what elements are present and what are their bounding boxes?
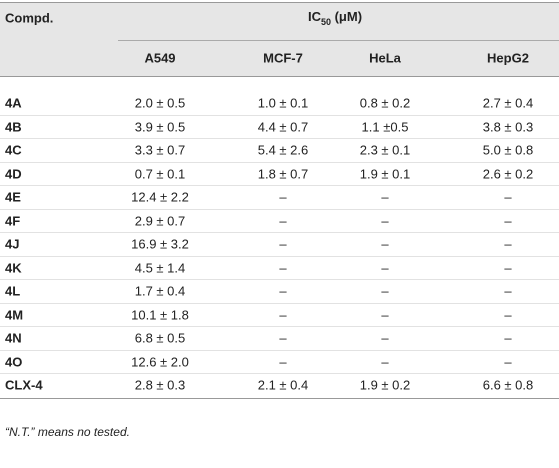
- ic50-value: 2.9 ± 0.7: [134, 213, 186, 228]
- ic50-value: –: [279, 213, 287, 228]
- row-separator: [0, 161, 559, 163]
- compound-name: 4J: [5, 236, 20, 252]
- ic50-value: 0.7 ± 0.1: [134, 166, 186, 181]
- group-rule: [118, 40, 559, 41]
- top-rule: [0, 2, 559, 3]
- ic50-value: –: [504, 260, 512, 275]
- group-sub: 50: [320, 16, 331, 27]
- compound-name: 4F: [5, 213, 21, 228]
- ic50-value: 1.8 ± 0.7: [257, 166, 309, 181]
- ic50-value: –: [381, 330, 389, 346]
- ic50-value: 2.0 ± 0.5: [134, 95, 186, 111]
- ic50-value: 1.1 ±0.5: [361, 119, 409, 134]
- compd-header: Compd.: [5, 10, 54, 26]
- ic50-value: 3.9 ± 0.5: [134, 119, 186, 134]
- compound-name: 4M: [5, 307, 24, 322]
- column-header: MCF-7: [263, 50, 303, 66]
- compound-name: 4N: [5, 330, 22, 346]
- ic50-value: 1.9 ± 0.1: [359, 166, 411, 181]
- ic50-value: –: [504, 236, 512, 252]
- ic50-value: 2.6 ± 0.2: [482, 166, 534, 181]
- ic50-value: –: [381, 307, 389, 322]
- row-separator: [0, 114, 559, 116]
- ic50-value: –: [279, 283, 287, 299]
- row-separator: [0, 185, 559, 187]
- row-separator: [0, 349, 559, 351]
- ic50-value: 4.5 ± 1.4: [134, 260, 186, 275]
- ic50-value: –: [504, 213, 512, 228]
- ic50-value: –: [279, 260, 287, 275]
- row-separator: [0, 255, 559, 257]
- ic50-value: –: [381, 213, 389, 228]
- row-separator: [0, 302, 559, 304]
- group-header: IC50 (μM): [308, 9, 362, 27]
- compound-name: 4K: [5, 260, 22, 275]
- ic50-value: –: [279, 189, 287, 205]
- ic50-value: 16.9 ± 3.2: [131, 236, 189, 252]
- compound-name: CLX-4: [5, 377, 43, 393]
- compound-name: 4B: [5, 119, 22, 134]
- ic50-value: –: [381, 236, 389, 252]
- row-separator: [0, 326, 559, 328]
- ic50-value: –: [504, 330, 512, 346]
- ic50-value: –: [504, 189, 512, 205]
- ic50-value: 2.1 ± 0.4: [257, 377, 309, 393]
- column-header: HeLa: [369, 50, 401, 66]
- ic50-value: –: [381, 354, 389, 369]
- ic50-value: 3.3 ± 0.7: [134, 142, 186, 158]
- ic50-value: 1.9 ± 0.2: [359, 377, 411, 393]
- header-background: [0, 2, 559, 76]
- ic50-value: 1.7 ± 0.4: [134, 283, 186, 299]
- row-separator: [0, 373, 559, 375]
- group-main: IC: [307, 9, 321, 25]
- ic50-value: 12.6 ± 2.0: [131, 354, 189, 369]
- ic50-value: 6.8 ± 0.5: [134, 330, 186, 346]
- ic50-value: 2.3 ± 0.1: [359, 142, 411, 158]
- compound-name: 4L: [5, 283, 21, 299]
- ic50-value: 1.0 ± 0.1: [257, 95, 309, 111]
- ic50-value: –: [279, 354, 287, 369]
- ic50-value: –: [381, 189, 389, 205]
- ic50-value: 12.4 ± 2.2: [131, 189, 189, 205]
- ic50-value: –: [504, 354, 512, 369]
- row-separator: [0, 232, 559, 234]
- column-header: A549: [144, 50, 176, 66]
- ic50-value: –: [279, 307, 287, 322]
- ic50-value: –: [381, 260, 389, 275]
- group-rest: (μM): [330, 9, 363, 25]
- compound-name: 4C: [5, 142, 22, 158]
- ic50-value: –: [279, 236, 287, 252]
- column-header: HepG2: [487, 50, 529, 66]
- row-separator: [0, 208, 559, 210]
- header-rule: [0, 76, 559, 77]
- compound-name: 4D: [5, 166, 22, 181]
- ic50-value: 6.6 ± 0.8: [482, 377, 534, 393]
- compound-name: 4E: [5, 189, 21, 205]
- footnote: “N.T.” means no tested.: [5, 425, 130, 439]
- ic50-value: 5.0 ± 0.8: [482, 142, 534, 158]
- ic50-value: 4.4 ± 0.7: [257, 119, 309, 134]
- ic50-value: 3.8 ± 0.3: [482, 119, 534, 134]
- ic50-value: –: [504, 283, 512, 299]
- compound-name: 4A: [5, 95, 22, 111]
- ic50-value: 2.7 ± 0.4: [482, 95, 534, 111]
- row-separator: [0, 279, 559, 281]
- row-separator: [0, 138, 559, 140]
- ic50-value: 2.8 ± 0.3: [134, 377, 186, 393]
- ic50-value: 0.8 ± 0.2: [359, 95, 411, 111]
- ic50-value: –: [381, 283, 389, 299]
- compound-name: 4O: [5, 354, 23, 369]
- bottom-rule: [0, 398, 559, 399]
- ic50-value: –: [504, 307, 512, 322]
- ic50-value: 5.4 ± 2.6: [257, 142, 309, 158]
- ic50-value: –: [279, 330, 287, 346]
- ic50-value: 10.1 ± 1.8: [131, 307, 189, 322]
